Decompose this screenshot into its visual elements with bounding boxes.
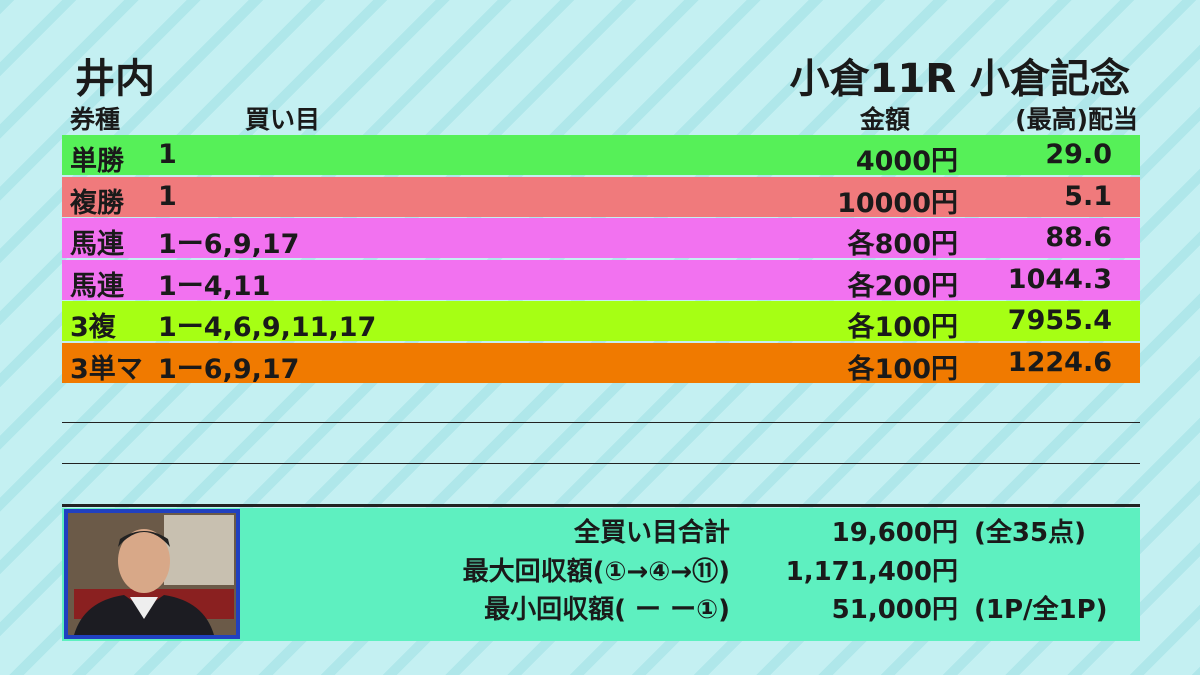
caster-name: 井内 <box>75 56 155 102</box>
selection: 1ー4,11 <box>158 270 271 302</box>
payout: 1044.3 <box>1007 263 1112 295</box>
summary-note: (全35点) <box>974 518 1086 548</box>
bet-row: 3単マ 1ー6,9,17 各100円 1224.6 <box>62 342 1140 385</box>
bet-row: 単勝 1 4000円 29.0 <box>62 135 1140 177</box>
summary-value: 1,171,400円 <box>785 556 958 587</box>
divider <box>62 463 1140 464</box>
bet-row: 複勝 1 10000円 5.1 <box>62 176 1140 219</box>
summary-value: 19,600円 <box>831 518 958 548</box>
payout: 7955.4 <box>1007 305 1112 336</box>
summary-label: 最大回収額(①→④→⑪) <box>462 556 730 587</box>
bet-type: 複勝 <box>70 187 124 219</box>
summary-label: 全買い目合計 <box>573 518 730 548</box>
bet-type: 単勝 <box>70 146 124 177</box>
selection: 1 <box>158 180 177 212</box>
bet-type: 馬連 <box>70 229 124 260</box>
selection: 1ー6,9,17 <box>158 229 300 260</box>
summary-panel: 全買い目合計 19,600円 (全35点) 最大回収額(①→④→⑪) 1,171,400… <box>62 508 1140 641</box>
bet-type: 馬連 <box>70 270 124 302</box>
amount: 各200円 <box>847 270 958 302</box>
column-header: 買い目 <box>245 105 321 134</box>
bet-type: 3複 <box>70 312 116 343</box>
selection: 1 <box>158 139 177 170</box>
divider <box>62 422 1140 423</box>
summary-value: 51,000円 <box>831 595 958 625</box>
summary-label: 最小回収額( ー ー①) <box>484 595 730 625</box>
bet-row: 馬連 1ー6,9,17 各800円 88.6 <box>62 218 1140 260</box>
amount: 各100円 <box>847 312 958 343</box>
payout: 1224.6 <box>1007 346 1112 378</box>
amount: 4000円 <box>855 146 958 177</box>
bet-type: 3単マ <box>70 353 143 385</box>
column-header: 金額 <box>859 105 910 134</box>
payout: 5.1 <box>1064 180 1112 212</box>
selection: 1ー6,9,17 <box>158 353 300 385</box>
amount: 各800円 <box>847 229 958 260</box>
payout: 29.0 <box>1045 139 1112 170</box>
bet-row: 3複 1ー4,6,9,11,17 各100円 7955.4 <box>62 301 1140 343</box>
payout: 88.6 <box>1045 222 1112 253</box>
caster-photo <box>64 509 240 639</box>
column-header: 券種 <box>70 105 121 134</box>
column-header: (最高)配当 <box>1015 105 1138 134</box>
amount: 各100円 <box>847 353 958 385</box>
amount: 10000円 <box>837 187 958 219</box>
race-title: 小倉11R 小倉記念 <box>789 56 1130 102</box>
divider <box>62 504 1140 507</box>
bet-row: 馬連 1ー4,11 各200円 1044.3 <box>62 259 1140 302</box>
summary-note: (1P/全1P) <box>974 595 1108 625</box>
selection: 1ー4,6,9,11,17 <box>158 312 377 343</box>
